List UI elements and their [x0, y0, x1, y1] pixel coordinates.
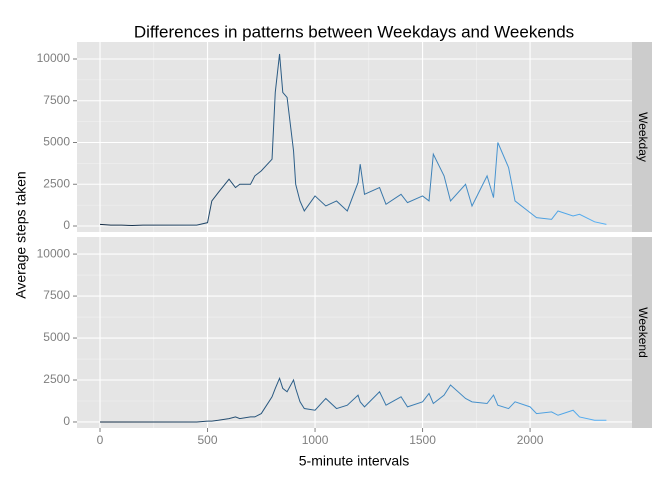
- x-tick-label: 2000: [517, 433, 544, 447]
- chart-title: Differences in patterns between Weekdays…: [134, 22, 574, 41]
- x-axis-label: 5-minute intervals: [299, 453, 410, 469]
- x-tick-label: 500: [198, 433, 218, 447]
- facet-strip: [632, 42, 652, 232]
- panel-background: [77, 42, 632, 232]
- facet-label: Weekday: [636, 112, 650, 162]
- x-tick-label: 0: [97, 433, 104, 447]
- y-tick-label: 0: [63, 414, 70, 428]
- y-tick-label: 10000: [37, 246, 71, 260]
- y-tick-label: 10000: [37, 51, 71, 65]
- x-tick-label: 1000: [302, 433, 329, 447]
- y-axis-label: Average steps taken: [13, 171, 29, 298]
- y-tick-label: 5000: [43, 135, 70, 149]
- y-tick-label: 7500: [43, 288, 70, 302]
- line: [100, 376, 607, 423]
- y-tick-label: 0: [63, 218, 70, 232]
- facet-strip: [632, 237, 652, 428]
- y-tick-label: 5000: [43, 330, 70, 344]
- panel-background: [77, 237, 632, 428]
- y-tick-label: 2500: [43, 372, 70, 386]
- x-tick-label: 1500: [409, 433, 436, 447]
- y-tick-label: 2500: [43, 176, 70, 190]
- facet-label: Weekend: [636, 307, 650, 357]
- y-tick-label: 7500: [43, 93, 70, 107]
- line: [99, 53, 607, 227]
